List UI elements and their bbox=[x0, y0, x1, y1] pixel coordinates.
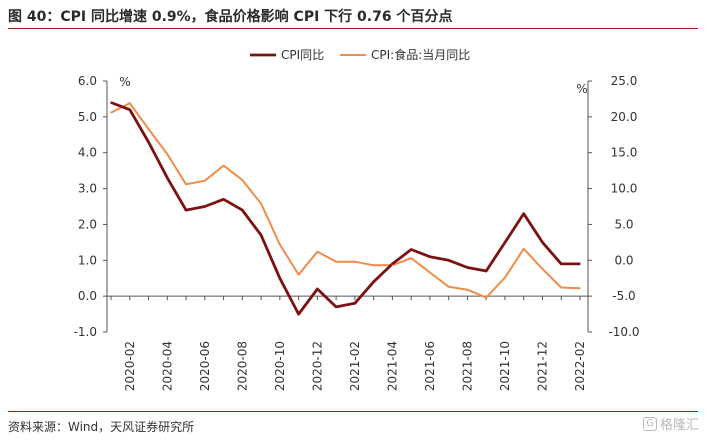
title-divider bbox=[8, 28, 698, 29]
x-tick-label: 2021-12 bbox=[535, 341, 549, 391]
food-cpi-point bbox=[485, 296, 488, 299]
legend-label-cpi-yoy: CPI同比 bbox=[281, 48, 324, 62]
left-tick-label: 5.0 bbox=[78, 110, 97, 124]
food-cpi-point bbox=[204, 179, 206, 182]
food-cpi-point bbox=[429, 271, 431, 274]
legend-label-food-cpi: CPI:食品:当月同比 bbox=[371, 47, 470, 62]
cpi-yoy-point bbox=[522, 212, 525, 215]
cpi-yoy-point bbox=[297, 313, 300, 315]
cpi-yoy-point bbox=[504, 241, 506, 244]
left-tick-label: 3.0 bbox=[78, 182, 97, 196]
x-tick-label: 2020-12 bbox=[310, 341, 324, 391]
food-cpi-point bbox=[560, 286, 563, 289]
left-tick-label: 4.0 bbox=[78, 146, 97, 160]
food-cpi-point bbox=[522, 248, 525, 250]
right-tick-label: -10.0 bbox=[608, 325, 639, 339]
cpi-yoy-point bbox=[260, 234, 262, 236]
cpi-yoy-point bbox=[147, 141, 150, 143]
food-cpi-point bbox=[297, 273, 300, 276]
left-tick-label: -1.0 bbox=[74, 325, 97, 339]
cpi-yoy-point bbox=[166, 177, 169, 179]
cpi-yoy-point bbox=[222, 198, 225, 201]
food-cpi-point bbox=[335, 260, 337, 263]
food-cpi-point bbox=[447, 286, 450, 288]
cpi-yoy-point bbox=[579, 263, 581, 265]
cpi-yoy-point bbox=[241, 209, 244, 211]
food-cpi-point bbox=[185, 183, 187, 186]
cpi-yoy-point bbox=[279, 277, 281, 280]
food-cpi-point bbox=[260, 202, 262, 205]
cpi-yoy-point bbox=[372, 281, 375, 283]
cpi-yoy-point bbox=[335, 306, 337, 308]
cpi-yoy-point bbox=[391, 263, 394, 265]
left-tick-label: 6.0 bbox=[78, 74, 97, 88]
food-cpi-point bbox=[241, 179, 244, 181]
food-cpi-point bbox=[372, 264, 375, 267]
x-tick-label: 2020-06 bbox=[198, 341, 212, 391]
right-tick-label: 5.0 bbox=[614, 217, 633, 231]
food-cpi-point bbox=[391, 264, 394, 267]
food-cpi-point bbox=[222, 164, 225, 167]
watermark-text: 格隆汇 bbox=[659, 418, 699, 433]
series-cpi-yoy-line bbox=[110, 101, 580, 316]
food-cpi-point bbox=[128, 102, 131, 105]
x-tick-label: 2020-02 bbox=[123, 341, 137, 391]
x-tick-label: 2021-02 bbox=[348, 341, 362, 391]
food-cpi-point bbox=[466, 288, 469, 291]
left-tick-label: 0.0 bbox=[78, 289, 97, 303]
x-tick-label: 2021-10 bbox=[498, 341, 512, 391]
cpi-yoy-point bbox=[485, 270, 488, 272]
food-cpi-point bbox=[579, 287, 581, 290]
right-axis-unit: % bbox=[576, 82, 587, 96]
food-cpi-point bbox=[279, 243, 281, 246]
right-tick-label: 25.0 bbox=[611, 74, 638, 88]
cpi-yoy-point bbox=[316, 288, 319, 290]
x-tick-label: 2020-10 bbox=[273, 341, 287, 391]
cpi-yoy-point bbox=[560, 263, 563, 265]
left-axis-unit: % bbox=[119, 75, 130, 89]
food-cpi-point bbox=[504, 276, 506, 279]
x-tick-label: 2022-02 bbox=[573, 341, 587, 391]
food-cpi-point bbox=[410, 257, 412, 259]
food-cpi-point bbox=[110, 111, 112, 114]
food-cpi-point bbox=[541, 268, 544, 270]
right-tick-label: -5.0 bbox=[612, 289, 635, 303]
source-divider bbox=[8, 411, 698, 412]
figure-title: 图 40：CPI 同比增速 0.9%，食品价格影响 CPI 下行 0.76 个百… bbox=[8, 9, 453, 25]
right-tick-label: 15.0 bbox=[611, 146, 638, 160]
x-tick-label: 2020-08 bbox=[235, 341, 249, 391]
cpi-yoy-point bbox=[185, 209, 187, 211]
cpi-yoy-point bbox=[110, 101, 112, 104]
x-tick-label: 2021-06 bbox=[423, 341, 437, 391]
cpi-yoy-point bbox=[410, 248, 412, 251]
left-tick-label: 1.0 bbox=[78, 253, 97, 267]
x-tick-label: 2021-08 bbox=[460, 341, 474, 391]
cpi-yoy-point bbox=[447, 259, 450, 262]
cpi-yoy-point bbox=[466, 266, 469, 269]
cpi-yoy-point bbox=[541, 241, 544, 244]
watermark: G 格隆汇 bbox=[642, 414, 699, 433]
food-cpi-point bbox=[316, 250, 319, 253]
cpi-yoy-point bbox=[204, 205, 206, 208]
food-cpi-point bbox=[166, 153, 169, 155]
food-cpi-point bbox=[354, 260, 356, 263]
x-tick-label: 2020-04 bbox=[160, 341, 174, 391]
source-note: 资料来源：Wind，天风证券研究所 bbox=[8, 420, 195, 434]
series-food-cpi-line bbox=[110, 102, 581, 299]
watermark-logo-icon: G bbox=[642, 416, 657, 431]
cpi-yoy-point bbox=[128, 108, 131, 111]
cpi-yoy-point bbox=[429, 255, 431, 258]
cpi-dual-axis-line-chart: -1.0 0.0 1.0 2.0 3.0 4.0 5.0 6.0 -10.0 -5.0 0.0 5.0… bbox=[74, 47, 640, 391]
left-tick-label: 2.0 bbox=[78, 217, 97, 231]
right-tick-label: 0.0 bbox=[614, 253, 633, 267]
food-cpi-point bbox=[147, 128, 150, 130]
x-tick-label: 2021-04 bbox=[385, 341, 399, 391]
right-tick-label: 20.0 bbox=[611, 110, 638, 124]
cpi-yoy-point bbox=[354, 302, 356, 305]
right-tick-label: 10.0 bbox=[611, 182, 638, 196]
